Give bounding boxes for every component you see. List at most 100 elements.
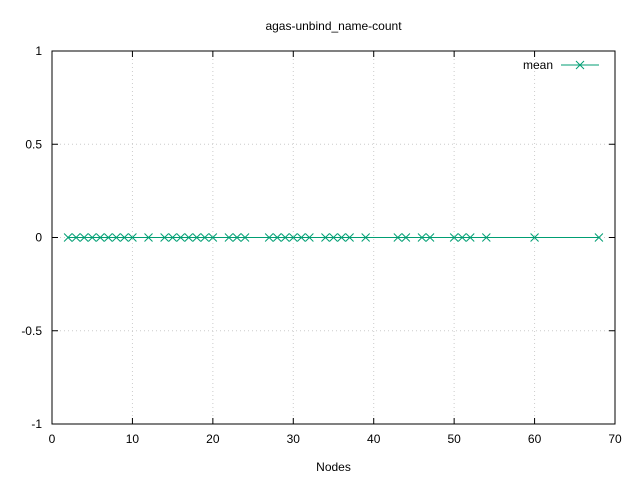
data-point-marker-stroke bbox=[305, 233, 314, 242]
data-point-marker-stroke bbox=[176, 233, 186, 242]
data-point bbox=[120, 233, 129, 242]
data-point-marker-stroke bbox=[329, 233, 338, 242]
x-tick-label: 70 bbox=[608, 432, 622, 446]
data-point-marker-stroke bbox=[208, 233, 218, 242]
data-point-marker-stroke bbox=[465, 233, 475, 242]
data-point bbox=[361, 233, 371, 242]
data-point-marker-stroke bbox=[337, 233, 346, 242]
data-point-marker-stroke bbox=[481, 233, 491, 242]
y-tick-label: 1 bbox=[35, 44, 42, 58]
data-point-marker-stroke bbox=[449, 233, 459, 242]
data-point-marker-stroke bbox=[184, 233, 194, 242]
data-point bbox=[329, 233, 338, 242]
data-point bbox=[95, 233, 105, 242]
y-tick-label: -0.5 bbox=[21, 324, 42, 338]
data-point bbox=[144, 233, 153, 242]
data-point-marker-stroke bbox=[79, 233, 89, 242]
data-point-marker-stroke bbox=[264, 233, 274, 242]
x-tick-label: 40 bbox=[367, 432, 381, 446]
x-axis-label: Nodes bbox=[316, 460, 351, 474]
data-point bbox=[111, 233, 121, 242]
data-point-marker-stroke bbox=[87, 233, 97, 242]
data-point bbox=[296, 233, 306, 242]
data-point bbox=[345, 233, 354, 242]
data-point-marker-stroke bbox=[321, 233, 330, 242]
legend-marker-stroke-stroke bbox=[575, 60, 585, 70]
data-point bbox=[192, 233, 202, 242]
data-point bbox=[337, 233, 346, 242]
data-point bbox=[168, 233, 177, 242]
x-tick-label: 50 bbox=[447, 432, 461, 446]
data-point bbox=[305, 233, 314, 242]
data-point bbox=[79, 233, 89, 242]
x-tick-label: 60 bbox=[528, 432, 542, 446]
data-point bbox=[240, 233, 250, 242]
data-point-marker-stroke bbox=[272, 233, 282, 242]
data-point bbox=[232, 233, 242, 242]
data-point bbox=[321, 233, 330, 242]
data-point-marker-stroke bbox=[160, 233, 169, 242]
data-point bbox=[465, 233, 475, 242]
data-point-marker-stroke bbox=[530, 233, 539, 242]
data-point bbox=[457, 233, 467, 242]
data-point-marker-stroke bbox=[393, 233, 403, 242]
data-point bbox=[176, 233, 186, 242]
y-tick-label: -1 bbox=[31, 417, 42, 431]
x-tick-label: 20 bbox=[206, 432, 220, 446]
data-point bbox=[594, 233, 604, 242]
ticks: 0 10 20 30 40 50 60 70 -1 -0.5 0 0.5 1 bbox=[21, 44, 622, 446]
x-tick-label: 10 bbox=[126, 432, 140, 446]
data-point-marker-stroke bbox=[111, 233, 121, 242]
data-point bbox=[184, 233, 194, 242]
data-point bbox=[103, 233, 113, 242]
series bbox=[63, 233, 604, 242]
data-point-marker-stroke bbox=[128, 233, 137, 242]
data-point bbox=[425, 233, 435, 242]
data-point-marker-stroke bbox=[63, 233, 73, 242]
chart-title: agas-unbind_name-count bbox=[265, 19, 402, 33]
data-point bbox=[272, 233, 282, 242]
data-point-marker-stroke bbox=[457, 233, 467, 242]
data-point-marker-stroke bbox=[280, 233, 290, 242]
data-point-marker-stroke bbox=[594, 233, 604, 242]
data-point bbox=[208, 233, 218, 242]
data-point-marker-stroke bbox=[192, 233, 202, 242]
data-point-marker-stroke bbox=[232, 233, 242, 242]
data-point bbox=[71, 233, 81, 242]
data-point bbox=[393, 233, 403, 242]
data-point-marker-stroke bbox=[95, 233, 105, 242]
data-point bbox=[224, 233, 234, 242]
data-point bbox=[449, 233, 459, 242]
data-point-marker-stroke bbox=[200, 233, 210, 242]
data-point-marker-stroke bbox=[168, 233, 177, 242]
data-point-marker-stroke bbox=[240, 233, 250, 242]
data-point-marker-stroke bbox=[417, 233, 427, 242]
data-point-marker-stroke bbox=[296, 233, 306, 242]
data-point bbox=[200, 233, 210, 242]
data-point bbox=[417, 233, 427, 242]
data-point bbox=[530, 233, 539, 242]
data-point-marker-stroke bbox=[288, 233, 298, 242]
data-point-marker-stroke bbox=[401, 233, 411, 242]
data-point bbox=[264, 233, 274, 242]
data-point bbox=[87, 233, 97, 242]
data-point-marker-stroke bbox=[71, 233, 81, 242]
data-point bbox=[481, 233, 491, 242]
legend-label: mean bbox=[523, 58, 553, 72]
data-point-marker-stroke bbox=[425, 233, 435, 242]
x-tick-label: 0 bbox=[49, 432, 56, 446]
data-point bbox=[280, 233, 290, 242]
data-point bbox=[128, 233, 137, 242]
data-point-marker-stroke bbox=[103, 233, 113, 242]
data-point-marker-stroke bbox=[224, 233, 234, 242]
data-point-marker-stroke bbox=[345, 233, 354, 242]
data-point bbox=[160, 233, 169, 242]
data-point-marker-stroke bbox=[120, 233, 129, 242]
y-tick-label: 0.5 bbox=[25, 137, 42, 151]
x-tick-label: 30 bbox=[287, 432, 301, 446]
data-point bbox=[63, 233, 73, 242]
y-tick-label: 0 bbox=[35, 231, 42, 245]
data-point bbox=[401, 233, 411, 242]
legend: mean bbox=[523, 58, 599, 72]
data-point-marker-stroke bbox=[361, 233, 371, 242]
